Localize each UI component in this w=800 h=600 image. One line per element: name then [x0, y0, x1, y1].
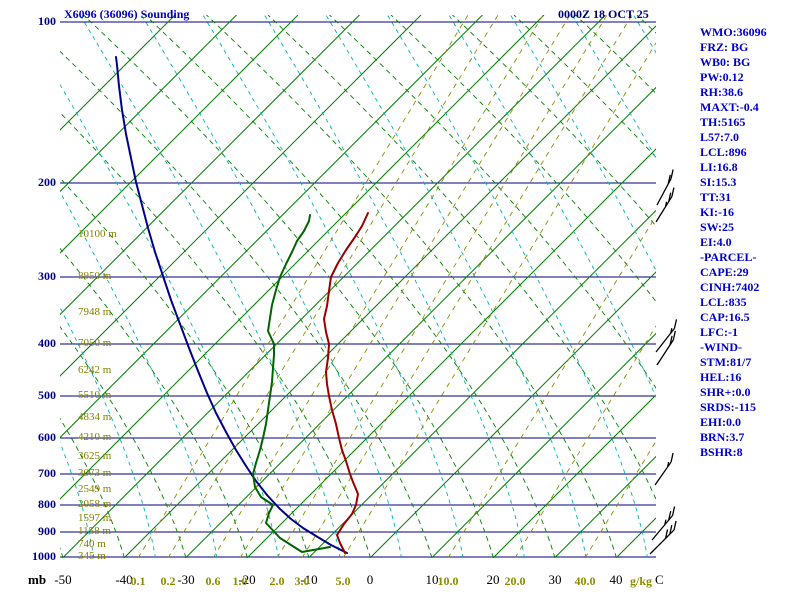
isotherm-line: [60, 15, 360, 316]
stat-line: PW:0.12: [700, 70, 744, 84]
isotherm-line: [369, 271, 656, 558]
stat-line: CINH:7402: [700, 280, 760, 294]
isotherm-line: [60, 15, 483, 439]
isotherm-line: [308, 209, 656, 558]
stat-line: WMO:36096: [700, 25, 767, 39]
stat-line: SRDS:-115: [700, 400, 757, 414]
stat-line: EI:4.0: [700, 235, 732, 249]
wind-barb: [656, 330, 676, 366]
stat-line: SW:25: [700, 220, 735, 234]
stat-line: SHR+:0.0: [700, 385, 751, 399]
dry-adiabat-line: [60, 247, 248, 558]
mixing-ratio-line: [137, 15, 469, 558]
stat-line: STM:81/7: [700, 355, 752, 369]
moist-adiabat-line: [60, 441, 95, 558]
stat-line: LI:16.8: [700, 160, 738, 174]
dry-adiabat-line: [267, 15, 656, 501]
chart-datetime: 0000Z 18 OCT 25: [558, 7, 649, 21]
wind-barb: [654, 452, 674, 486]
moist-adiabat-line: [387, 15, 648, 558]
moist-adiabat-line: [60, 306, 156, 558]
dry-adiabat-line: [83, 15, 494, 558]
mixing-ratio-line: [584, 440, 656, 558]
stat-line: SI:15.3: [700, 175, 737, 189]
stat-line: TH:5165: [700, 115, 746, 129]
stat-line: KI:-16: [700, 205, 734, 219]
dry-adiabat-line: [513, 15, 656, 159]
stat-line: LCL:835: [700, 295, 747, 309]
dewpoint-curve: [252, 214, 331, 553]
stat-line: RH:38.6: [700, 85, 743, 99]
dry-adiabat-line: [60, 50, 433, 558]
wind-barb: [656, 169, 674, 206]
moist-adiabat-line: [60, 83, 279, 558]
isotherm-line: [492, 394, 656, 558]
isotherm-line: [60, 15, 545, 500]
wind-barb: [651, 506, 676, 541]
stat-line: -PARCEL-: [700, 250, 757, 264]
dry-adiabat-line: [60, 112, 371, 558]
stat-line: MAXT:-0.4: [700, 100, 759, 114]
stat-line: TT:31: [700, 190, 732, 204]
stat-line: L57:7.0: [700, 130, 739, 144]
stat-line: FRZ: BG: [700, 40, 749, 54]
wind-barb: [655, 319, 678, 353]
parcel-trace-curve: [115, 56, 348, 554]
stats-panel: WMO:36096 FRZ: BG WB0: BG PW:0.12 RH:38.6 MAX…: [700, 25, 767, 460]
mixing-ratio-line: [342, 42, 656, 558]
temperature-curve: [323, 212, 369, 554]
moist-adiabat-line: [79, 15, 341, 558]
dry-adiabat-line: [60, 177, 310, 558]
stat-line: BRN:3.7: [700, 430, 745, 444]
isotherm-line: [431, 332, 656, 558]
stat-line: LFC:-1: [700, 325, 738, 339]
isotherm-line: [246, 148, 656, 558]
isotherm-line: [60, 15, 422, 377]
wind-barb: [649, 520, 677, 555]
isotherm-line: [185, 86, 656, 558]
isotherm-line: [62, 15, 606, 558]
moist-adiabat-line: [202, 15, 464, 558]
dry-adiabat-line: [60, 326, 187, 558]
stat-line: HEL:16: [700, 370, 742, 384]
chart-title: X6096 (36096) Sounding: [64, 7, 190, 21]
stat-line: CAPE:29: [700, 265, 749, 279]
dry-adiabat-line: [390, 15, 656, 303]
isotherm-line: [123, 25, 656, 558]
dry-adiabat-line: [60, 547, 64, 558]
stat-line: LCL:896: [700, 145, 747, 159]
wind-barb: [655, 187, 675, 223]
stat-line: BSHR:8: [700, 445, 743, 459]
stat-line: -WIND-: [700, 340, 742, 354]
moist-adiabat-line: [264, 15, 525, 558]
moist-adiabat-line: [60, 191, 218, 558]
isotherm-line: [554, 455, 656, 558]
isotherm-line: [60, 15, 176, 131]
mixing-ratio-line: [167, 15, 499, 558]
dry-adiabat-line: [144, 15, 556, 558]
stat-line: EHI:0.0: [700, 415, 742, 429]
moist-adiabat-line: [448, 15, 656, 399]
dry-adiabat-line: [206, 15, 617, 558]
mixing-ratio-line: [276, 15, 608, 558]
isotherm-line: [60, 15, 237, 193]
dry-adiabat-line: [452, 15, 656, 227]
dry-adiabat-line: [60, 417, 125, 558]
stat-line: CAP:16.5: [700, 310, 750, 324]
moist-adiabat-line: [141, 15, 402, 558]
stat-line: WB0: BG: [700, 55, 751, 69]
isotherm-line: [60, 15, 299, 254]
moist-adiabat-line: [325, 15, 587, 558]
dry-adiabat-line: [329, 15, 656, 389]
mixing-ratio-line: [212, 15, 544, 558]
